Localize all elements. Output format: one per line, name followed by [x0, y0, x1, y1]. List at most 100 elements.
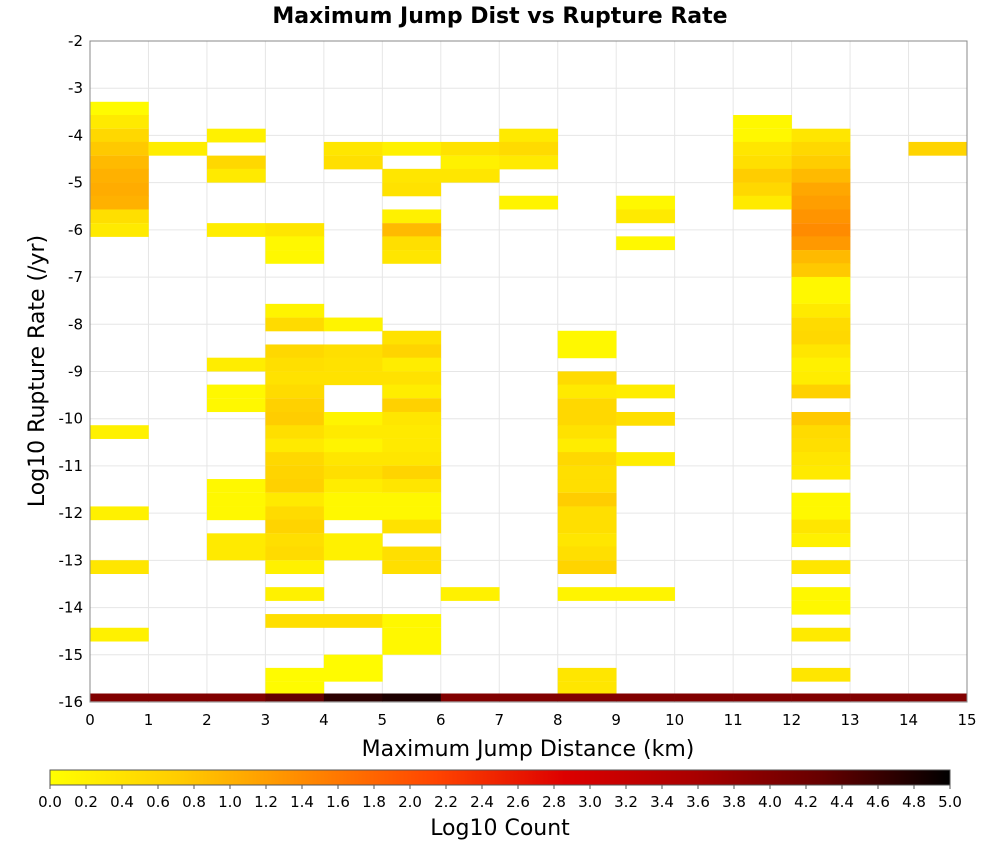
- heatmap-cell: [557, 519, 617, 534]
- heatmap-cell: [382, 330, 442, 345]
- y-tick-label: -8: [68, 315, 83, 333]
- heatmap-cell: [557, 398, 617, 413]
- heatmap-cell: [733, 155, 792, 170]
- heatmap-cell: [323, 492, 383, 507]
- heatmap-cell: [791, 317, 851, 332]
- x-tick-label: 6: [436, 711, 446, 729]
- heatmap-cell: [791, 276, 851, 291]
- heatmap-cell: [557, 465, 617, 480]
- heatmap-cell: [791, 411, 851, 426]
- colorbar-tick-label: 4.6: [866, 793, 890, 811]
- colorbar-tick-label: 4.2: [794, 793, 818, 811]
- heatmap-cell: [791, 357, 851, 372]
- heatmap-cell: [382, 693, 442, 702]
- heatmap-cell: [90, 223, 149, 237]
- heatmap-cells: [90, 101, 968, 702]
- colorbar-tick-label: 3.0: [578, 793, 602, 811]
- heatmap-cell: [557, 411, 617, 426]
- heatmap-cell: [557, 546, 617, 561]
- heatmap-cell: [791, 492, 851, 507]
- colorbar-tick-label: 0.4: [110, 793, 134, 811]
- y-tick-label: -6: [68, 221, 83, 239]
- heatmap-cell: [323, 344, 383, 359]
- colorbar-tick-label: 2.2: [434, 793, 458, 811]
- heatmap-cell: [323, 371, 383, 386]
- heatmap-cell: [323, 411, 383, 426]
- heatmap-cell: [791, 182, 851, 197]
- heatmap-cell: [557, 587, 617, 601]
- heatmap-cell: [265, 452, 325, 466]
- heatmap-cell: [791, 465, 851, 480]
- heatmap-cell: [323, 506, 383, 521]
- heatmap-cell: [616, 236, 675, 251]
- heatmap-cell: [733, 141, 792, 156]
- heatmap-cell: [90, 141, 149, 156]
- colorbar-tick-label: 0.8: [182, 793, 206, 811]
- y-tick-label: -12: [59, 504, 84, 522]
- heatmap-cell: [265, 693, 325, 702]
- heatmap-cell: [265, 465, 325, 480]
- heatmap-cell: [382, 182, 442, 197]
- heatmap-cell: [791, 290, 851, 304]
- colorbar-ticks: 0.0 0.2 0.4 0.6 0.8 1.0 1.2 1.4 1.6 1.8 2.0 2.2 2.4 2…: [38, 785, 962, 811]
- y-tick-label: -14: [59, 599, 84, 617]
- heatmap-cell: [265, 357, 325, 372]
- heatmap-cell: [90, 168, 149, 183]
- heatmap-cell: [440, 587, 500, 601]
- y-tick-label: -7: [68, 268, 83, 286]
- heatmap-cell: [382, 492, 442, 507]
- x-tick-label: 10: [665, 711, 684, 729]
- x-tick-label: 14: [899, 711, 918, 729]
- y-tick-label: -2: [68, 32, 83, 50]
- heatmap-cell: [90, 209, 149, 224]
- heatmap-cell: [791, 155, 851, 170]
- x-tick-label: 4: [319, 711, 329, 729]
- heatmap-cell: [323, 155, 383, 170]
- heatmap-cell: [557, 452, 617, 466]
- heatmap-cell: [791, 223, 851, 237]
- y-tick-label: -3: [68, 79, 83, 97]
- heatmap-cell: [323, 357, 383, 372]
- x-tick-label: 9: [611, 711, 621, 729]
- heatmap-cell: [499, 693, 559, 702]
- heatmap-cell: [265, 560, 325, 574]
- heatmap-cell: [382, 438, 442, 453]
- heatmap-cell: [323, 693, 383, 702]
- heatmap-cell: [265, 236, 325, 251]
- colorbar-tick-label: 1.8: [362, 793, 386, 811]
- heatmap-cell: [323, 452, 383, 466]
- heatmap-cell: [206, 693, 266, 702]
- heatmap-cell: [557, 479, 617, 493]
- heatmap-cell: [791, 506, 851, 521]
- heatmap-cell: [265, 317, 325, 332]
- y-tick-label: -5: [68, 174, 83, 192]
- heatmap-cell: [265, 223, 325, 237]
- heatmap-cell: [440, 141, 500, 156]
- heatmap-cell: [265, 667, 325, 682]
- heatmap-cell: [440, 693, 500, 702]
- heatmap-cell: [265, 371, 325, 386]
- heatmap-cell: [733, 182, 792, 197]
- heatmap-cell: [265, 384, 325, 399]
- heatmap-cell: [791, 533, 851, 548]
- heatmap-cell: [616, 452, 675, 466]
- heatmap-cell: [323, 614, 383, 628]
- heatmap-cell: [791, 438, 851, 453]
- heatmap-cell: [791, 452, 851, 466]
- x-tick-label: 11: [724, 711, 743, 729]
- x-tick-label: 13: [841, 711, 860, 729]
- y-tick-label: -13: [59, 551, 84, 569]
- heatmap-cell: [90, 101, 149, 116]
- colorbar-tick-label: 1.2: [254, 793, 278, 811]
- heatmap-cell: [791, 209, 851, 224]
- heatmap-cell: [382, 452, 442, 466]
- heatmap-cell: [265, 398, 325, 413]
- x-axis-label: Maximum Jump Distance (km): [362, 737, 695, 762]
- heatmap-cell: [791, 627, 851, 642]
- heatmap-cell: [382, 344, 442, 359]
- heatmap-cell: [791, 693, 851, 702]
- heatmap-cell: [733, 693, 792, 702]
- colorbar-tick-label: 2.4: [470, 793, 494, 811]
- colorbar-tick-label: 5.0: [938, 793, 962, 811]
- heatmap-cell: [733, 195, 792, 210]
